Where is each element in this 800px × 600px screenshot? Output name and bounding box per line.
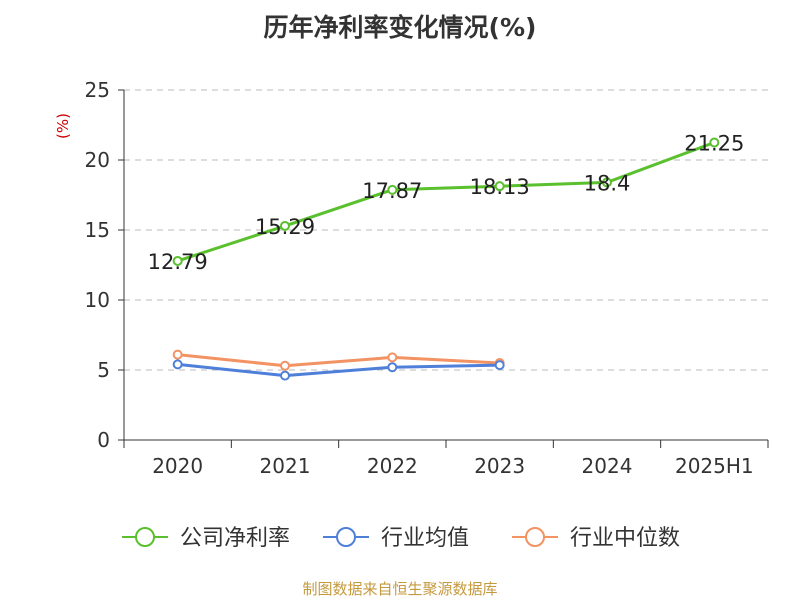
- x-tick-label: 2020: [152, 454, 203, 478]
- data-label: 21.25: [684, 132, 744, 156]
- series-line-0: [177, 141, 715, 263]
- legend-marker: [336, 527, 356, 547]
- y-tick-label: 10: [85, 288, 110, 312]
- y-tick-label: 0: [97, 428, 110, 452]
- y-axis-label: (%): [54, 113, 72, 139]
- legend-label: 行业均值: [381, 526, 469, 551]
- y-tick-label: 25: [85, 78, 110, 102]
- data-point-1: [172, 359, 183, 370]
- data-point-1: [494, 360, 505, 371]
- x-tick-label: 2024: [582, 454, 633, 478]
- legend-label: 行业中位数: [570, 526, 680, 551]
- y-tick-label: 15: [85, 218, 110, 242]
- data-label: 15.29: [255, 215, 315, 239]
- x-tick-label: 2021: [260, 454, 311, 478]
- data-label: 17.87: [362, 179, 422, 203]
- y-tick-label: 5: [97, 358, 110, 382]
- data-point-2: [387, 352, 398, 363]
- y-tick-label: 20: [85, 148, 110, 172]
- data-label: 18.4: [584, 171, 631, 195]
- x-tick-label: 2023: [474, 454, 525, 478]
- legend-label: 公司净利率: [180, 526, 290, 551]
- data-label: 12.79: [148, 250, 208, 274]
- data-point-0: [387, 184, 398, 195]
- data-label: 18.13: [470, 175, 530, 199]
- data-point-1: [280, 370, 290, 381]
- data-point-0: [709, 137, 720, 148]
- data-point-0: [172, 255, 183, 266]
- data-point-1: [387, 362, 398, 373]
- series-line-1: [177, 362, 500, 378]
- data-point-0: [602, 177, 612, 188]
- legend-marker: [525, 527, 545, 547]
- x-tick-label: 2025H1: [675, 454, 754, 478]
- x-tick-label: 2022: [367, 454, 418, 478]
- legend-marker: [135, 527, 155, 547]
- data-point-0: [280, 220, 290, 231]
- data-point-2: [172, 349, 183, 360]
- data-source-note: 制图数据来自恒生聚源数据库: [302, 580, 498, 598]
- data-point-0: [494, 181, 505, 192]
- chart-title: 历年净利率变化情况(%): [263, 13, 537, 42]
- series-line-2: [177, 353, 500, 368]
- data-point-2: [280, 360, 290, 371]
